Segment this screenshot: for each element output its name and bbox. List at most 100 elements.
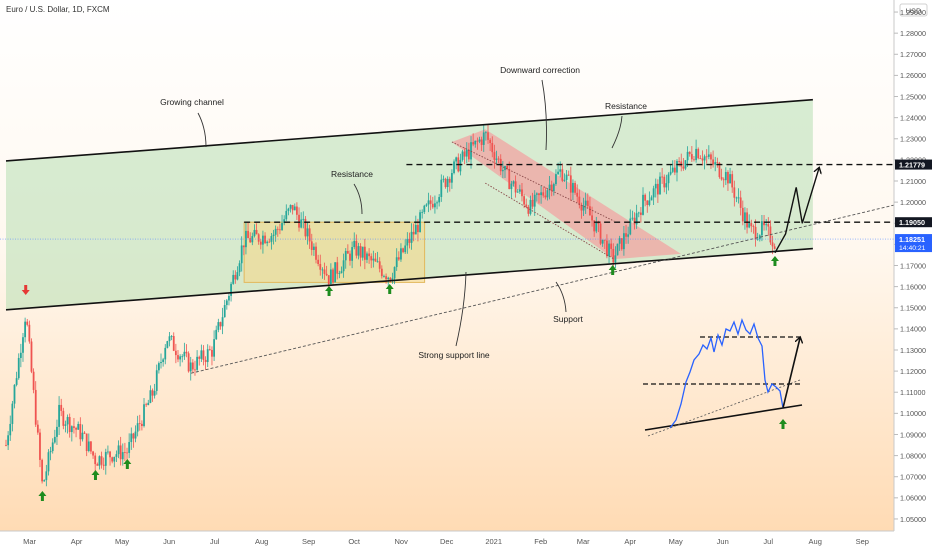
candle-body xyxy=(733,187,736,198)
candle-body xyxy=(693,159,695,161)
month-tick-label: 2021 xyxy=(485,537,502,546)
candle-body xyxy=(98,456,101,466)
correction-upper-line xyxy=(451,141,615,222)
candle-body xyxy=(304,218,307,237)
candle-body xyxy=(523,196,526,205)
candle-body xyxy=(427,200,430,205)
candle-body xyxy=(262,235,264,245)
price-badge-countdown: 14:40:21 xyxy=(899,245,926,252)
candle-body xyxy=(699,158,702,160)
candle-body xyxy=(64,424,67,426)
candle-body xyxy=(58,404,60,427)
candle-body xyxy=(281,223,283,230)
month-tick-label: Aug xyxy=(809,537,822,546)
candle-body xyxy=(187,353,190,372)
candle-body xyxy=(646,200,649,205)
candle-body xyxy=(17,357,20,379)
candle-body xyxy=(669,171,672,175)
candle-body xyxy=(729,174,731,184)
candle-body xyxy=(593,220,596,232)
candle-body xyxy=(363,246,366,260)
candle-body xyxy=(232,274,235,284)
candle-body xyxy=(104,451,107,466)
candle-body xyxy=(240,245,243,264)
price-badge xyxy=(895,159,932,170)
candle-body xyxy=(724,172,727,181)
candle-body xyxy=(608,243,610,257)
candle-body xyxy=(761,221,763,236)
candle-body xyxy=(688,151,691,155)
candle-body xyxy=(472,142,475,145)
candle-body xyxy=(92,451,94,456)
candle-body xyxy=(701,158,704,161)
inset-dotted-line xyxy=(647,379,801,437)
candle-body xyxy=(629,218,632,235)
candle-body xyxy=(714,162,717,165)
candle-body xyxy=(204,359,207,363)
month-tick-label: Jul xyxy=(210,537,220,546)
up-arrow-icon xyxy=(91,470,100,480)
candle-body xyxy=(533,194,536,207)
inset-projection-arrow xyxy=(782,338,800,409)
candle-body xyxy=(586,200,589,207)
growing-channel-label: Growing channel xyxy=(160,97,224,107)
inset-sketch xyxy=(643,317,802,437)
candle-body xyxy=(557,171,559,175)
candle-body xyxy=(727,172,729,184)
time-scale[interactable]: Mar Apr May Jun Jul Aug Sep Oct Nov Dec 2021 Feb Mar… xyxy=(0,530,915,550)
candle-body xyxy=(748,223,751,228)
candle-body xyxy=(578,196,581,206)
candle-body xyxy=(51,442,54,452)
candle-body xyxy=(24,321,27,338)
candle-body xyxy=(242,245,245,248)
candle-body xyxy=(442,178,445,180)
candle-body xyxy=(555,174,557,185)
candle-body xyxy=(75,427,77,430)
candle-body xyxy=(393,267,396,279)
candle-body xyxy=(474,140,477,145)
candle-body xyxy=(300,219,303,228)
candle-body xyxy=(113,456,116,462)
candle-body xyxy=(145,404,148,406)
candle-body xyxy=(489,139,492,144)
candle-body xyxy=(480,139,483,145)
candle-body xyxy=(614,255,617,263)
candle-body xyxy=(370,256,373,261)
candle-body xyxy=(525,204,528,207)
candle-body xyxy=(659,176,661,195)
candle-body xyxy=(102,464,105,466)
candle-body xyxy=(136,423,139,432)
month-tick-label: Jun xyxy=(717,537,729,546)
price-tick-label: 1.24000 xyxy=(900,113,926,122)
candle-body xyxy=(77,423,80,430)
price-scale[interactable]: USD 1.29000 1.28000 1.27000 1.26000 1.25000 1… xyxy=(893,0,932,550)
month-tick-label: Sep xyxy=(856,537,869,546)
candle-body xyxy=(512,181,515,184)
candle-body xyxy=(631,217,634,219)
candle-body xyxy=(13,384,16,404)
candle-body xyxy=(168,336,171,342)
price-tick-label: 1.28000 xyxy=(900,29,926,38)
candle-body xyxy=(569,175,572,193)
candle-body xyxy=(682,166,685,169)
downward-correction-label: Downward correction xyxy=(500,65,580,75)
candle-body xyxy=(327,275,330,285)
candle-body xyxy=(402,248,404,253)
candle-body xyxy=(610,243,613,249)
candle-body xyxy=(478,139,481,142)
candle-body xyxy=(366,253,368,260)
candle-body xyxy=(96,464,99,466)
candle-body xyxy=(758,235,761,239)
price-badge-label: 1.21779 xyxy=(899,160,925,169)
candle-body xyxy=(285,210,288,220)
candle-body xyxy=(482,132,485,145)
candle-body xyxy=(550,184,553,192)
candle-body xyxy=(563,179,566,181)
candle-body xyxy=(765,224,768,226)
candle-body xyxy=(70,426,73,433)
candle-body xyxy=(510,183,513,190)
candle-body xyxy=(28,324,31,342)
currency-button[interactable]: USD xyxy=(899,3,928,17)
candle-body xyxy=(676,161,678,173)
